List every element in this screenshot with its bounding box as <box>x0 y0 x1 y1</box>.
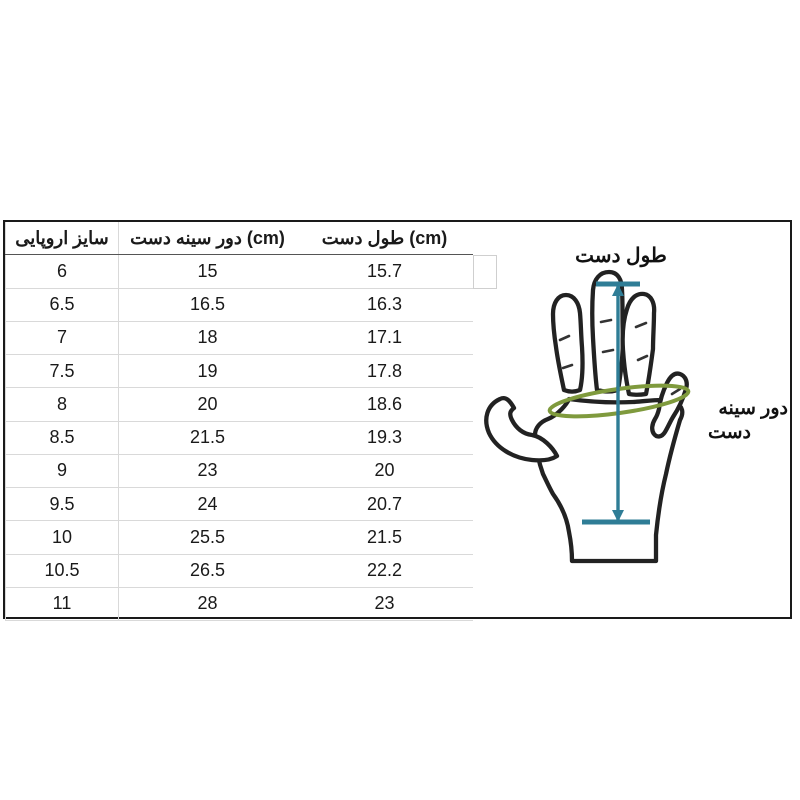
svg-text:طول دست: طول دست <box>575 245 667 268</box>
svg-text:دور سینه: دور سینه <box>718 398 788 419</box>
svg-text:دست: دست <box>708 422 751 443</box>
